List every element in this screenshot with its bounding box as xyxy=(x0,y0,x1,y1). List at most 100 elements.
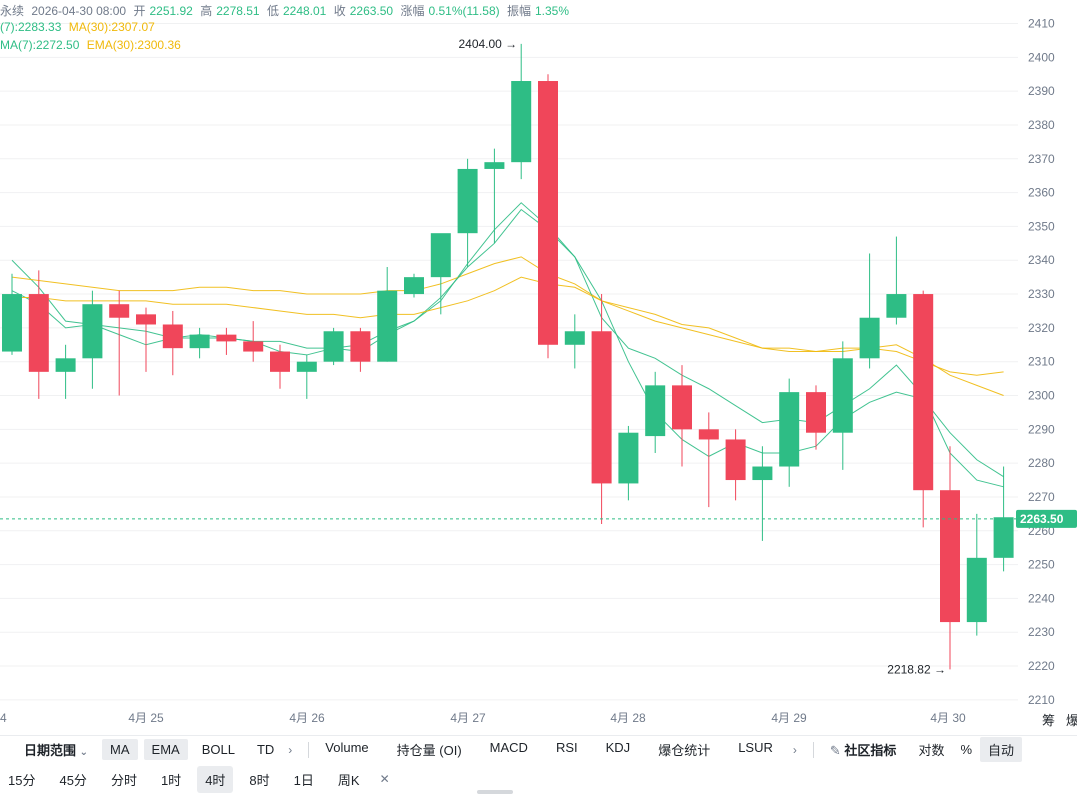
timeframe-button[interactable]: 分时 xyxy=(110,772,137,788)
candle-body xyxy=(511,81,532,163)
timeframe-button[interactable]: 45分 xyxy=(59,772,87,788)
y-tick-label: 2270 xyxy=(1028,490,1055,504)
candle-body xyxy=(538,81,558,345)
candle-body xyxy=(484,162,505,169)
ema30-legend: EMA(30):2300.36 xyxy=(86,38,181,52)
divider xyxy=(308,741,310,758)
ema7-legend: MA(7):2272.50 xyxy=(0,38,80,52)
y-tick-label: 2210 xyxy=(1028,693,1055,707)
sub-indicator-button[interactable]: 持仓量 (OI) xyxy=(396,743,462,758)
close-value: 2263.50 xyxy=(349,4,394,18)
candle-body xyxy=(993,517,1014,558)
ma7-legend: (7):2283.33 xyxy=(0,20,62,34)
sub-indicator-button[interactable]: KDJ xyxy=(605,740,631,755)
timeframe-button[interactable]: 8时 xyxy=(249,772,270,788)
open-value: 2251.92 xyxy=(149,4,193,18)
y-tick-label: 2220 xyxy=(1028,659,1055,673)
candle-body xyxy=(752,466,773,481)
candle-body xyxy=(725,439,746,481)
candle-body xyxy=(377,290,398,362)
candle-body xyxy=(323,331,344,362)
auto-scale-button[interactable]: 自动 xyxy=(980,737,1023,762)
indicator-td-button[interactable]: TD xyxy=(256,742,275,757)
candle-body xyxy=(296,361,317,372)
y-tick-label: 2310 xyxy=(1028,355,1055,369)
timeframe-button[interactable]: 4时 xyxy=(197,765,234,793)
last-price-label: 2263.50 xyxy=(1020,512,1064,526)
x-tick-label: 4 xyxy=(0,711,7,725)
date-range-button[interactable]: 日期范围 ⌄ xyxy=(16,737,96,762)
max-price-label: 2404.00 → xyxy=(458,37,517,51)
candle-body xyxy=(672,385,692,430)
date-range-label: 日期范围 xyxy=(24,743,77,758)
y-tick-label: 2340 xyxy=(1028,253,1055,267)
indicator-toolbar: 日期范围 ⌄ MA EMA BOLL TD › Volume 持仓量 (OI) MACD R… xyxy=(0,735,1077,763)
axis-tool-label: 爆 xyxy=(1066,713,1077,728)
ma7-line xyxy=(11,202,1004,478)
sub-indicator-button[interactable]: RSI xyxy=(555,740,578,755)
sub-indicator-button[interactable]: MACD xyxy=(489,740,528,755)
candle-body xyxy=(109,304,130,318)
timeframe-button[interactable]: 1日 xyxy=(293,772,314,788)
high-label: 高 xyxy=(200,4,213,18)
ma-legend: (7):2283.33 MA(30):2307.07 xyxy=(0,20,159,34)
x-tick-label: 4月 28 xyxy=(610,711,646,725)
candle-body xyxy=(243,341,264,352)
low-value: 2248.01 xyxy=(282,4,327,18)
sub-indicator-button[interactable]: LSUR xyxy=(738,740,773,755)
candle-datetime: 2026-04-30 08:00 xyxy=(31,4,127,18)
last-price-badge xyxy=(1016,509,1077,528)
chevron-right-icon[interactable]: › xyxy=(288,742,293,757)
main-indicator-list: MA EMA BOLL TD xyxy=(102,739,288,760)
y-tick-label: 2390 xyxy=(1028,84,1055,98)
indicator-boll-button[interactable]: BOLL xyxy=(201,742,235,757)
ma30-line xyxy=(11,256,1004,376)
x-tick-label: 4月 25 xyxy=(128,711,164,725)
chevron-right-icon[interactable]: › xyxy=(792,742,797,757)
x-tick-label: 4月 30 xyxy=(930,711,966,725)
y-tick-label: 2410 xyxy=(1028,17,1055,31)
candle-body xyxy=(618,432,639,484)
ma30-legend: MA(30):2307.07 xyxy=(68,20,155,34)
amplitude-value: 1.35% xyxy=(534,4,570,18)
timeframe-button[interactable]: 15分 xyxy=(8,772,36,788)
resize-handle[interactable] xyxy=(477,790,513,794)
candle-body xyxy=(806,392,826,433)
y-tick-label: 2400 xyxy=(1028,50,1055,64)
min-price-label: 2218.82 → xyxy=(887,662,946,676)
log-scale-button[interactable]: 对数 xyxy=(918,743,945,758)
sub-indicator-button[interactable]: 爆仓统计 xyxy=(658,743,711,758)
candlestick-chart[interactable]: 2210 2220 2230 2240 2250 2260 2270 2280 2290 2300… xyxy=(0,0,1077,740)
ema-legend: MA(7):2272.50 EMA(30):2300.36 xyxy=(0,38,185,52)
candle-body xyxy=(698,429,719,440)
x-tick-label: 4月 26 xyxy=(289,711,325,725)
x-tick-label: 4月 27 xyxy=(450,711,486,725)
candle-body xyxy=(55,358,76,372)
candle-body xyxy=(859,317,880,359)
sub-indicator-button[interactable]: Volume xyxy=(325,740,369,755)
candle-body xyxy=(645,385,666,437)
timeframe-button[interactable]: 1时 xyxy=(160,772,182,788)
percent-scale-button[interactable]: % xyxy=(960,742,973,757)
indicator-ema-button[interactable]: EMA xyxy=(143,739,188,760)
y-tick-label: 2360 xyxy=(1028,186,1055,200)
y-tick-label: 2290 xyxy=(1028,422,1055,436)
divider xyxy=(812,741,814,758)
axis-tool-label: 筹 xyxy=(1042,713,1055,728)
chevron-down-icon: ⌄ xyxy=(79,747,89,758)
indicator-ma-button[interactable]: MA xyxy=(102,739,138,760)
y-tick-label: 2240 xyxy=(1028,591,1055,605)
y-tick-label: 2350 xyxy=(1028,219,1055,233)
close-icon[interactable]: ✕ xyxy=(379,772,390,786)
candle-body xyxy=(430,233,451,278)
y-tick-label: 2330 xyxy=(1028,287,1055,301)
y-tick-label: 2300 xyxy=(1028,389,1055,403)
community-indicators-button[interactable]: ✎ 社区指标 xyxy=(822,737,905,762)
candle-body xyxy=(216,334,237,342)
candle-body xyxy=(136,314,156,325)
timeframe-button[interactable]: 周K xyxy=(337,772,360,788)
amplitude-label: 振幅 xyxy=(506,4,531,18)
open-label: 开 xyxy=(133,4,146,18)
chart-canvas[interactable]: 2210222022302240225022602270228022902300… xyxy=(0,0,1077,740)
